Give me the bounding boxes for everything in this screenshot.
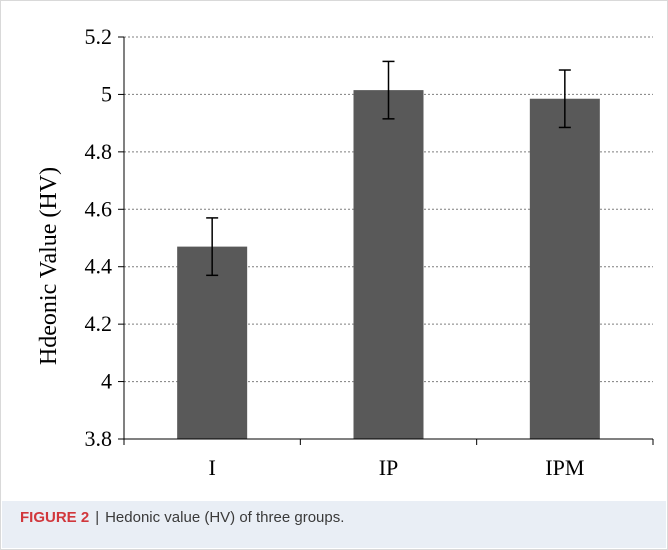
y-tick-label: 5.2 xyxy=(85,24,113,49)
bar-ip xyxy=(353,90,424,439)
y-tick-label: 4.2 xyxy=(85,311,113,336)
bar-chart: 3.8 4 4.2 4.4 4.6 4.8 5 5.2 I IP IPM Hdeonic Value… xyxy=(36,24,654,480)
x-tick-label: I xyxy=(209,455,216,480)
caption-separator: | xyxy=(95,509,100,526)
x-tick-label: IPM xyxy=(545,455,584,480)
caption-label: FIGURE 2 xyxy=(20,509,90,526)
y-tick-label: 5 xyxy=(101,81,112,106)
y-tick-label: 4 xyxy=(101,369,112,394)
caption-text: Hedonic value (HV) of three groups. xyxy=(105,509,345,526)
y-tick-label: 3.8 xyxy=(85,426,113,451)
y-tick-label: 4.8 xyxy=(85,139,113,164)
bar-i xyxy=(177,246,248,439)
figure-caption: FIGURE 2 | Hedonic value (HV) of three gro… xyxy=(20,509,344,526)
y-tick-label: 4.6 xyxy=(85,196,113,221)
caption-band: FIGURE 2 | Hedonic value (HV) of three gro… xyxy=(2,501,666,548)
x-tick-label: IP xyxy=(379,455,399,480)
y-axis-title: Hdeonic Value (HV) xyxy=(36,167,62,365)
y-tick-label: 4.4 xyxy=(85,254,113,279)
bar-ipm xyxy=(529,98,600,439)
